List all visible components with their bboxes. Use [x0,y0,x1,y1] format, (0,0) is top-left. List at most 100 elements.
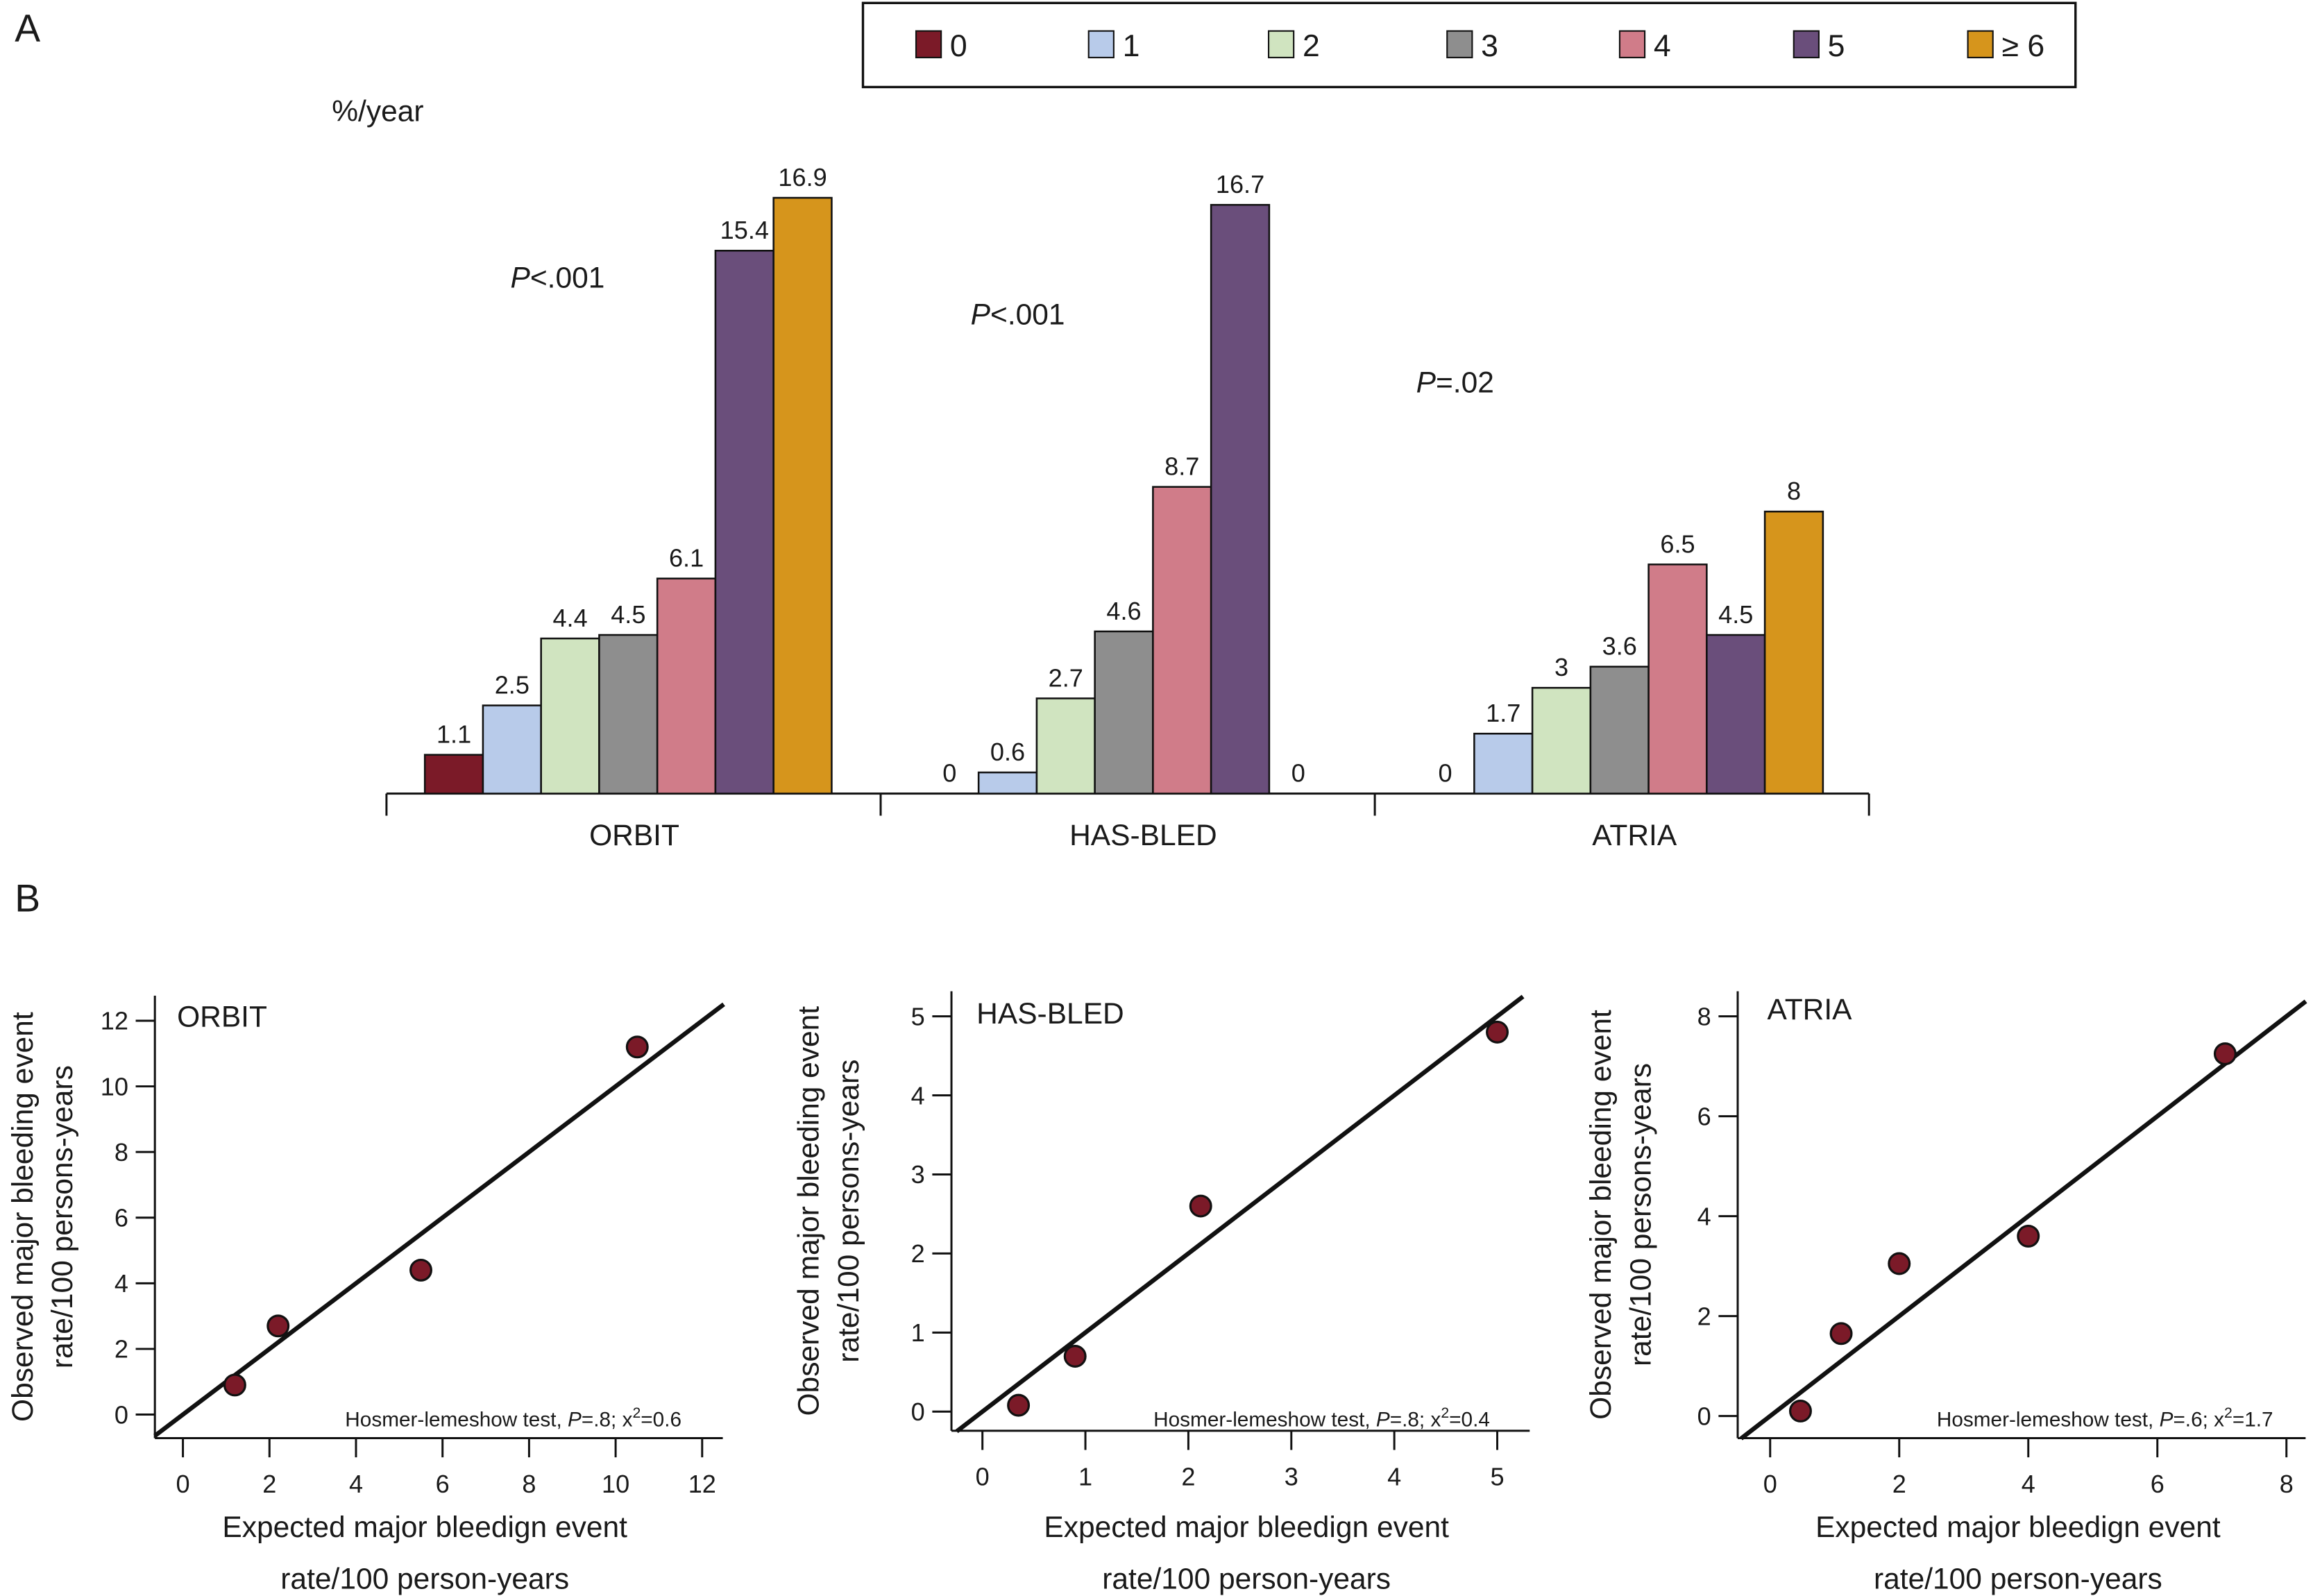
category-label: ATRIA [1592,820,1677,852]
p-rest: =.02 [1436,366,1494,399]
hosmer-lemeshow-annotation: Hosmer-lemeshow test, P=.8; x2=0.4 [1153,1404,1490,1432]
x-tick-label: 2 [262,1470,276,1498]
annotation-p_italic: P [2160,1409,2174,1432]
data-label: 0 [1438,759,1452,788]
data-point [2017,1224,2040,1248]
bar-ATRIA-6 [1763,510,1824,795]
data-label: 1.1 [437,720,471,749]
bar-ORBIT-0 [423,754,484,795]
x-tick-label: 6 [2151,1470,2164,1498]
panel-title: ATRIA [1768,994,1853,1026]
x-tick-label: 2 [1892,1470,1906,1498]
x-tick-label: 4 [2022,1470,2035,1498]
y-tick-label: 6 [115,1203,128,1232]
p-value-label: P<.001 [510,262,604,295]
scatter-panel-ORBIT: 0 2 4 6 8 10 12 0 2 4 6 8 10 12 ORBIT Hosmer-lemeshow t… [7,995,725,1595]
y-axis-label: rate/100 persons-years [46,1065,79,1368]
category-label: ORBIT [589,820,679,852]
y-axis-label: rate/100 persons-years [1625,1063,1658,1366]
y-tick-label: 2 [911,1239,925,1268]
y-tick-label: 4 [1697,1202,1711,1230]
x-axis-label: Expected major bleedign event [1044,1511,1449,1544]
x-axis-label: rate/100 person-years [1874,1563,2162,1595]
data-point [1888,1252,1911,1275]
y-tick-label: 4 [911,1081,925,1110]
x-tick-label: 8 [2280,1470,2294,1498]
annotation-p_italic: P [568,1409,582,1432]
bar-ATRIA-5 [1706,634,1766,795]
data-point [1007,1393,1031,1417]
data-point [266,1314,290,1338]
panel-title: HAS-BLED [976,998,1124,1030]
x-tick-label: 5 [1490,1463,1504,1491]
annotation-p_italic: P [1376,1409,1390,1432]
x-axis-label: Expected major bleedign event [222,1511,627,1544]
p-value-label: P=.02 [1416,366,1494,399]
bar-ORBIT-3 [598,634,659,795]
scatter-panel-ATRIA: 0 2 4 6 8 0 2 4 6 8 ATRIA Hosmer-lemeshow test, P=.… [1585,991,2307,1595]
bar-ORBIT-5 [714,249,774,795]
data-point [1189,1194,1212,1218]
data-point [409,1258,432,1282]
annotation-p_rest: =.6; x [2173,1409,2224,1432]
data-label: 16.9 [778,163,827,192]
hosmer-lemeshow-annotation: Hosmer-lemeshow test, P=.6; x2=1.7 [1937,1404,2273,1432]
reference-line [153,1002,725,1438]
data-label: 4.4 [552,604,587,632]
bar-HAS-BLED-3 [1094,630,1154,795]
data-point [1486,1020,1509,1044]
data-label: 2.5 [495,671,529,699]
x-tick-label: 0 [1763,1470,1777,1498]
p-italic: P [971,299,991,332]
annotation-tail: =0.6 [641,1409,681,1432]
x-axis-label: rate/100 person-years [280,1563,569,1595]
x-tick-label: 1 [1078,1463,1092,1491]
annotation-text: Hosmer-lemeshow test, [1153,1409,1376,1432]
data-point [1789,1399,1812,1423]
y-tick-label: 10 [101,1072,128,1101]
bar-ORBIT-4 [656,577,717,795]
y-tick-label: 12 [101,1007,128,1035]
data-point [223,1373,246,1397]
data-label: 2.7 [1049,663,1083,692]
legend-swatch-3 [1446,30,1473,58]
y-tick-label: 1 [911,1318,925,1347]
y-tick-label: 6 [1697,1102,1711,1130]
legend-swatch-6 [1967,30,1994,58]
x-tick-label: 6 [436,1470,450,1498]
legend-label-2: 2 [1303,29,1320,63]
data-label: 15.4 [720,216,769,244]
x-axis-label: Expected major bleedign event [1815,1511,2221,1544]
p-value-label: P<.001 [971,299,1065,332]
data-label: 0.6 [990,738,1025,766]
p-rest: <.001 [990,299,1065,332]
bar-ORBIT-2 [540,637,600,795]
data-label: 8.7 [1164,452,1199,481]
legend-swatch-2 [1267,30,1295,58]
hosmer-lemeshow-annotation: Hosmer-lemeshow test, P=.8; x2=0.6 [345,1404,681,1432]
data-point [1829,1322,1853,1345]
legend-swatch-1 [1087,30,1115,58]
legend-label-0: 0 [950,29,967,63]
annotation-tail: =0.4 [1449,1409,1490,1432]
x-tick-label: 4 [1387,1463,1401,1491]
y-tick-label: 8 [1697,1002,1711,1030]
bar-ORBIT-1 [482,704,542,795]
legend-label-1: 1 [1123,29,1140,63]
annotation-tail: =1.7 [2232,1409,2273,1432]
data-label: 6.5 [1660,529,1695,558]
bar-ATRIA-2 [1531,686,1592,795]
p-italic: P [510,262,530,295]
y-tick-label: 0 [1697,1402,1711,1430]
y-tick-label: 2 [1697,1302,1711,1330]
p-rest: <.001 [530,262,605,295]
data-label: 3 [1554,653,1568,681]
data-label: 6.1 [669,544,704,572]
y-tick-label: 8 [115,1138,128,1166]
y-tick-label: 0 [911,1398,925,1426]
annotation-sup: 2 [632,1404,641,1421]
bar-ORBIT-6 [772,196,833,795]
reference-line [1739,999,2307,1441]
bar-HAS-BLED-4 [1152,486,1212,795]
